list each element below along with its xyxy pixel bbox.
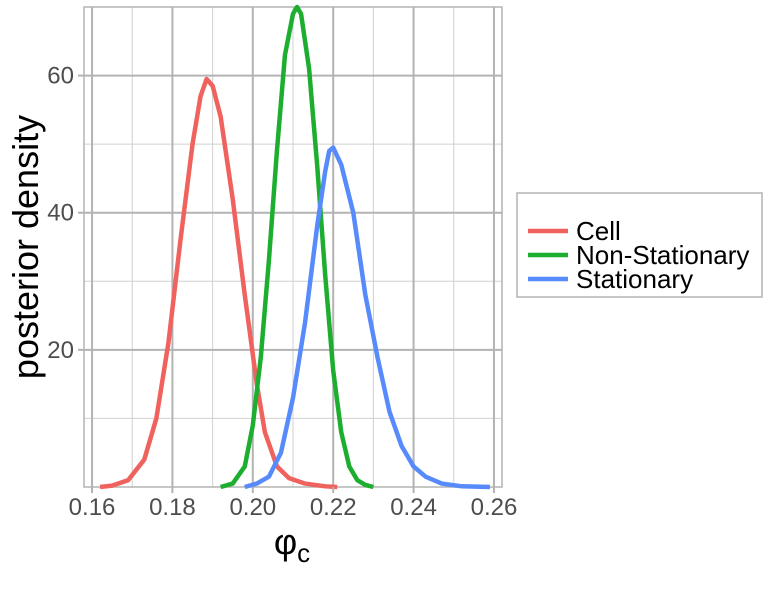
series-lines xyxy=(99,4,490,490)
y-tick-label: 60 xyxy=(47,63,74,90)
y-axis-title: posterior density xyxy=(5,115,46,379)
x-tick-label: 0.26 xyxy=(471,494,518,521)
x-axis-title-symbol: φ xyxy=(274,521,297,562)
x-tick-label: 0.24 xyxy=(390,494,437,521)
series-line-non-stationary xyxy=(220,4,374,490)
x-tick-label: 0.20 xyxy=(229,494,276,521)
legend-label: Stationary xyxy=(576,264,693,294)
major-gridlines xyxy=(84,7,502,487)
legend-label: Cell xyxy=(576,216,621,246)
series-line-stationary xyxy=(244,145,490,490)
x-tick-label: 0.18 xyxy=(149,494,196,521)
series-line-cell xyxy=(99,76,338,490)
y-tick-label: 20 xyxy=(47,337,74,364)
x-axis-title: φc xyxy=(274,521,310,568)
y-tick-label: 40 xyxy=(47,200,74,227)
legend-label: Non-Stationary xyxy=(576,240,749,270)
x-axis-ticks: 0.16 0.18 0.20 0.22 0.24 0.26 xyxy=(69,487,518,521)
y-axis-ticks: 20 40 60 xyxy=(47,63,84,364)
x-tick-label: 0.22 xyxy=(310,494,357,521)
x-axis-title-subscript: c xyxy=(297,538,310,568)
panel-border xyxy=(83,6,503,488)
x-tick-label: 0.16 xyxy=(69,494,116,521)
